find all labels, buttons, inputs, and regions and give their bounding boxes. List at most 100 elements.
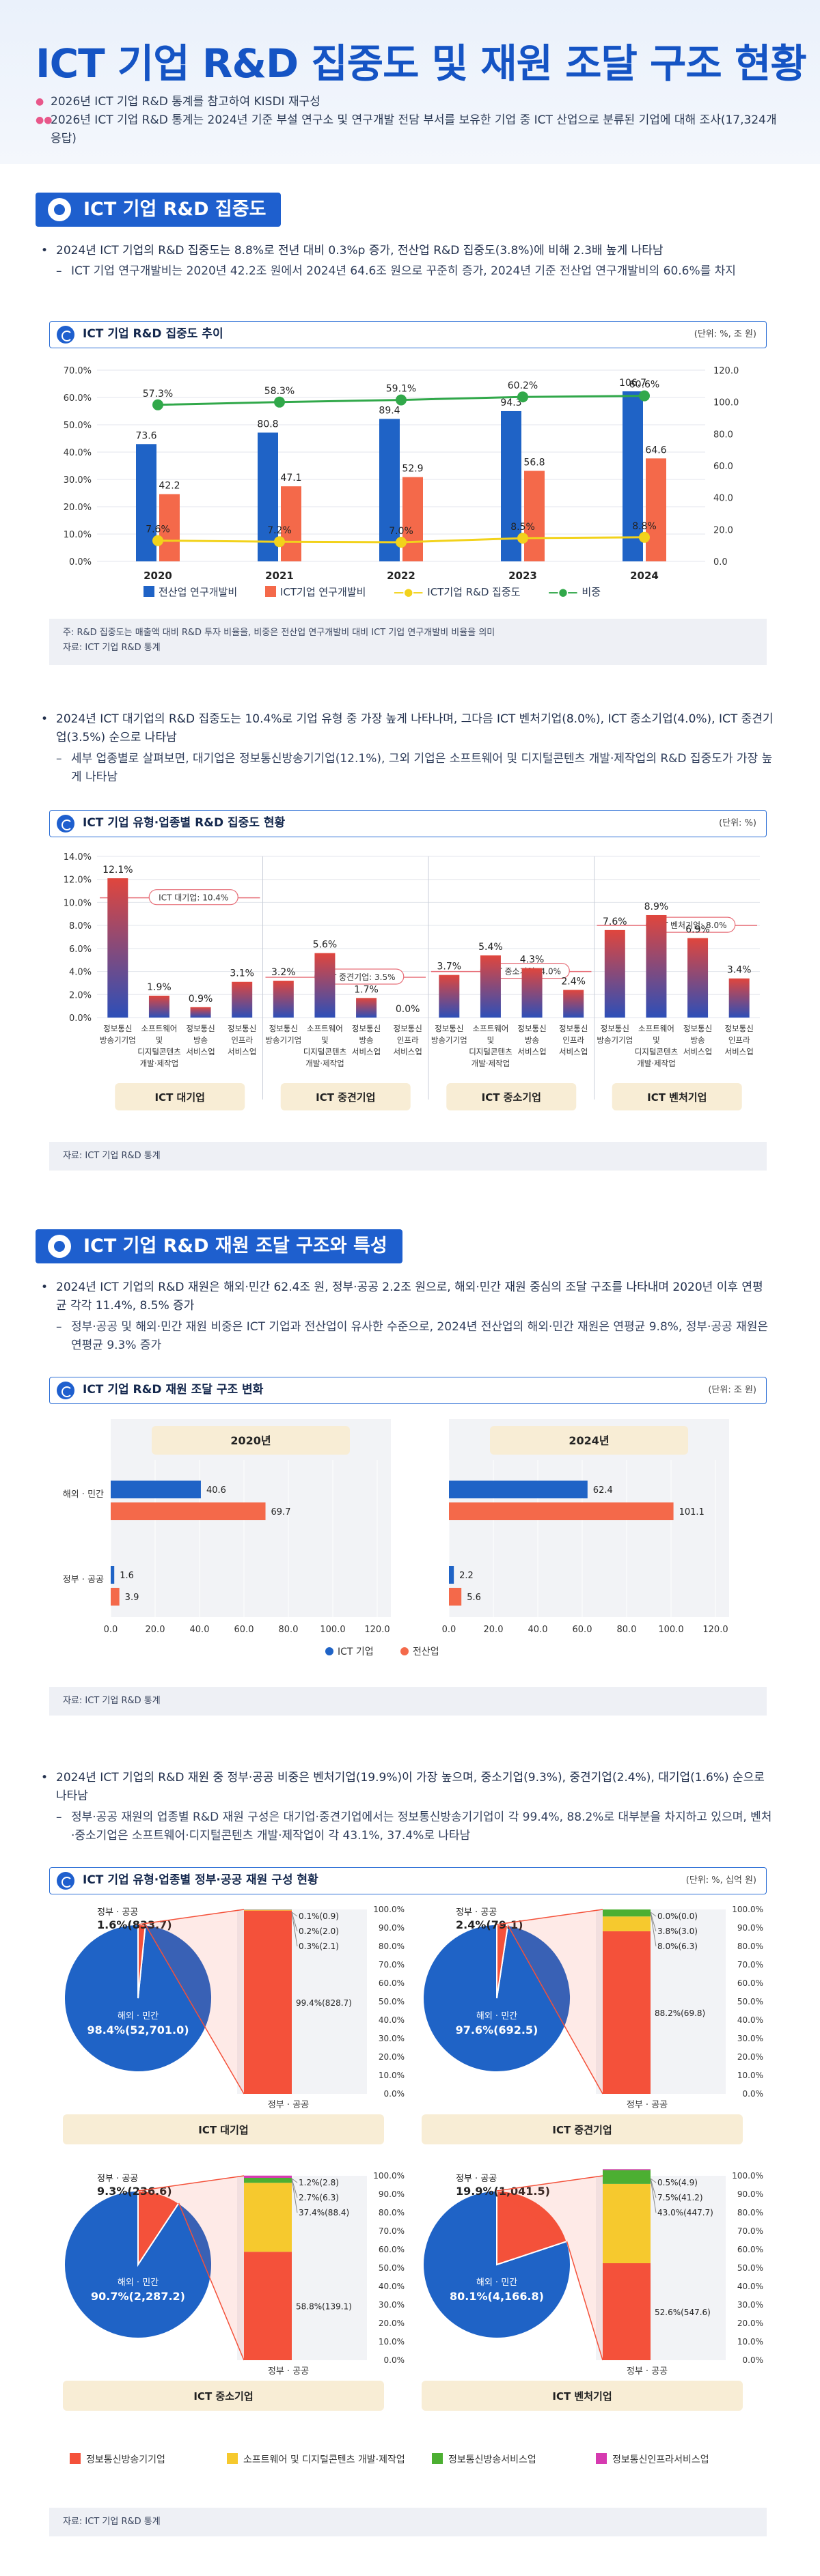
- bar: [521, 968, 543, 1018]
- pie-private-label: 97.6%(692.5): [456, 2024, 538, 2036]
- bar-value-label: 40.6: [206, 1485, 226, 1496]
- connector-line: [178, 2202, 245, 2361]
- chart-rd-intensity-trend: 0.0% 10.0% 20.0% 30.0% 40.0% 50.0% 60.0% 70.0% 0…: [64, 366, 739, 582]
- bar-value-label: 2.2: [459, 1571, 474, 1581]
- y-tick-label: 90.0%: [737, 1923, 763, 1933]
- bullet-text: • 2024년 ICT 기업의 R&D 집중도는 8.8%로 전년 대비 0.3%…: [41, 244, 664, 257]
- x-tick-label: 서비스업: [352, 1047, 381, 1056]
- x-tick-label: 정보통신: [683, 1024, 712, 1033]
- legend-label: ICT기업 R&D 집중도: [427, 586, 521, 598]
- group-tag-bg: [446, 1083, 577, 1110]
- leader-line: [291, 2178, 298, 2183]
- y-tick-label: 80.0%: [379, 2208, 405, 2217]
- x-tick-label: 및: [321, 1035, 329, 1045]
- sub-content: 정부·공공 및 해외·민간 재원 비중은 ICT 기업과 전산업이 유사한 수준…: [71, 1320, 769, 1352]
- pie-gov-name: 정부 · 공공: [456, 2174, 497, 2184]
- line-point: [639, 531, 650, 543]
- page-title: ICT 기업 R&D 집중도 및 재원 조달 구조 현황: [36, 40, 807, 87]
- connector-line: [566, 2241, 603, 2361]
- panel-tag-bg: [152, 1426, 350, 1455]
- stack-value-label: 88.2%(69.8): [655, 2008, 705, 2018]
- x-tick-label: 정보통신: [394, 1024, 422, 1033]
- stack-segment: [603, 2183, 651, 2263]
- legend-line-swatch: —●—: [394, 586, 424, 598]
- line-value-label: 58.3%: [264, 386, 295, 397]
- x-tick-label: 방송: [359, 1035, 373, 1045]
- y-right-tick-label: 120.0: [713, 366, 739, 376]
- line-point: [396, 394, 407, 406]
- connector-line: [496, 2175, 603, 2192]
- leader-line: [291, 1912, 298, 1932]
- y-tick-label: 6.0%: [69, 944, 92, 955]
- bar: [402, 477, 423, 561]
- y-tick-label: 40.0%: [379, 2282, 405, 2291]
- stack-value-label: 7.5%(41.2): [657, 2193, 703, 2202]
- pie-gov-name: 정부 · 공공: [456, 1907, 497, 1918]
- chart-rd-intensity-by-type: 0.0% 2.0% 4.0% 6.0% 8.0% 10.0% 12.0% 14.0% ICT 대…: [49, 847, 767, 1120]
- bar: [449, 1566, 454, 1584]
- bar: [111, 1566, 115, 1584]
- group-tag: ICT 중소기업: [482, 1091, 541, 1104]
- note-source: 자료: ICT 기업 R&D 통계: [63, 1151, 161, 1161]
- y-tick-label: 60.0%: [737, 2245, 763, 2254]
- pie-gov-label: 1.6%(833.7): [97, 1918, 172, 1931]
- y-tick-label: 70.0%: [379, 2226, 405, 2236]
- y-tick-label: 40.0%: [379, 2015, 405, 2025]
- leader-line: [650, 1912, 657, 1932]
- y-tick-label: 0.0%: [384, 2089, 405, 2099]
- bar: [356, 998, 377, 1018]
- average-label: ICT 대기업: 10.4%: [159, 893, 228, 903]
- chart-note: 자료: ICT 기업 R&D 통계: [49, 1142, 767, 1171]
- zoom-connector: [138, 2176, 244, 2360]
- connector-line: [507, 1924, 603, 2095]
- y-left-tick-label: 10.0%: [64, 530, 92, 540]
- intro: ● 2026년 ICT 기업 R&D 통계를 참고하여 KISDI 재구성 ●● 2…: [36, 93, 787, 148]
- bar: [449, 1502, 674, 1520]
- legend-label: ICT 기업: [338, 1647, 374, 1657]
- y-tick-label: 14.0%: [64, 852, 92, 863]
- x-tick-label: 2023: [508, 570, 537, 582]
- bullet-text: • 2024년 ICT 기업의 R&D 재원 중 정부·공공 비중은 벤처기업(1…: [41, 1771, 765, 1803]
- bar: [111, 1588, 120, 1606]
- bar: [524, 471, 545, 561]
- panel-tag-bg: [63, 2381, 384, 2411]
- section-title: ICT 기업 R&D 집중도: [36, 193, 282, 227]
- y-tick-label: 12.0%: [64, 876, 92, 886]
- line-value-label: 57.3%: [143, 389, 173, 400]
- bar: [159, 494, 180, 561]
- y-tick-label: 0.0%: [384, 2355, 405, 2365]
- x-tick-label: 2020: [144, 570, 172, 582]
- stack-segment: [244, 2175, 292, 2178]
- note-source: 자료: ICT 기업 R&D 통계: [63, 2517, 161, 2527]
- x-tick-label: 서비스업: [394, 1047, 422, 1056]
- legend-label: 정보통신인프라서비스업: [612, 2454, 709, 2465]
- stack-segment: [603, 1909, 651, 1917]
- bar: [604, 929, 625, 1018]
- y-tick-label: 80.0%: [737, 1942, 763, 1951]
- x-tick-label: 0.0: [104, 1625, 118, 1635]
- x-tick-label: 정보통신: [435, 1024, 463, 1033]
- stack-segment: [244, 1909, 292, 1910]
- sub-content: 세부 업종별로 살펴보면, 대기업은 정보통신방송기기업(12.1%), 그외 …: [71, 752, 773, 784]
- panel-tag: ICT 벤처기업: [552, 2390, 612, 2403]
- bar-value-label: 5.6%: [313, 940, 338, 951]
- y-tick-label: 50.0%: [379, 1997, 405, 2006]
- legend-label: 정보통신방송기기업: [86, 2454, 165, 2465]
- y-tick-label: 30.0%: [379, 2300, 405, 2310]
- stack-x-label: 정부 · 공공: [268, 2100, 309, 2110]
- y-tick-label: 30.0%: [379, 2034, 405, 2043]
- leader-line: [650, 2178, 657, 2183]
- chart-header: ICT 기업 R&D 집중도 추이 (단위: %, 조 원): [49, 321, 767, 348]
- y-left-tick-label: 20.0%: [64, 503, 92, 513]
- line-point: [396, 537, 407, 548]
- line-value-label: 7.6%: [146, 524, 170, 535]
- panel-tag-bg: [63, 2114, 384, 2144]
- line-value-label: 8.5%: [510, 522, 535, 533]
- y-tick-label: 80.0%: [737, 2208, 763, 2217]
- stack-value-label: 99.4%(828.7): [296, 1998, 352, 2008]
- legend-swatch: [432, 2453, 443, 2464]
- intro-item: ●● 2026년 ICT 기업 R&D 통계는 2024년 기준 부설 연구소 및…: [36, 111, 787, 148]
- stack-value-label: 1.2%(2.8): [299, 2178, 339, 2187]
- line-value-label: 60.2%: [508, 380, 538, 391]
- y-tick-label: 20.0%: [379, 2319, 405, 2328]
